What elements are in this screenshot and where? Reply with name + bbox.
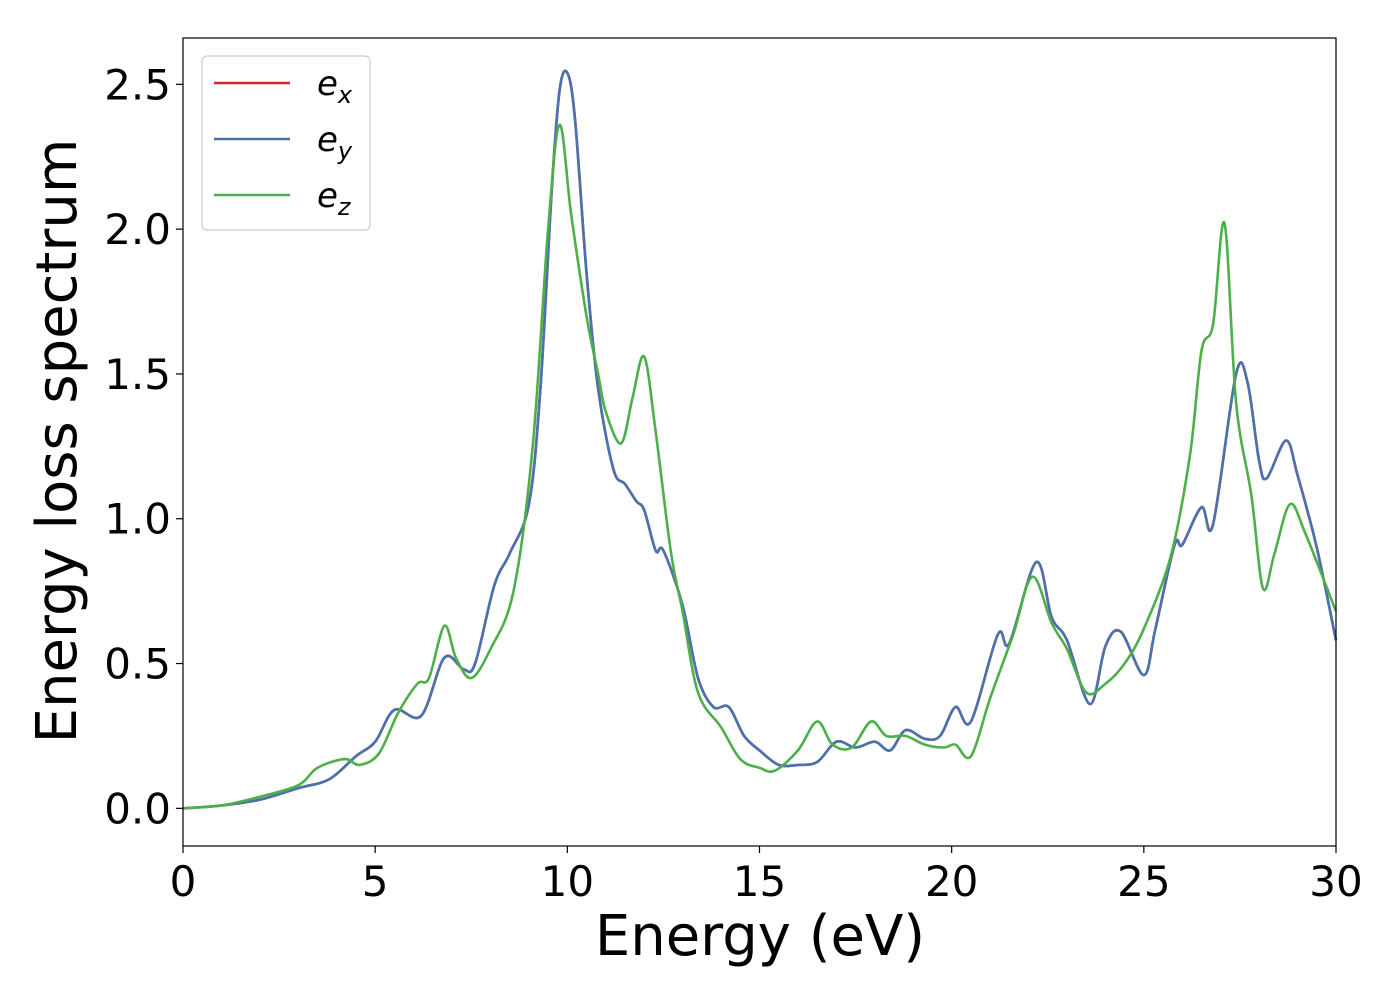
x-tick-label: 25 [1117,857,1170,906]
x-tick-label: 20 [925,857,978,906]
y-axis-ticks: 0.0 0.5 1.0 1.5 2.0 2.5 [104,60,183,833]
y-tick-label: 2.0 [104,205,171,254]
x-tick-label: 15 [733,857,786,906]
y-tick-label: 1.0 [104,495,171,544]
x-tick-label: 10 [541,857,594,906]
legend-label-e-z: ez [317,176,352,221]
x-tick-label: 30 [1309,857,1362,906]
legend-frame [201,55,371,231]
y-tick-label: 0.5 [104,640,171,689]
y-tick-label: 1.5 [104,350,171,399]
legend-label-e-x: ex [317,64,353,109]
y-tick-label: 0.0 [104,784,171,833]
series-layer [182,69,1338,810]
x-axis-ticks: 0 5 10 15 20 25 30 [170,846,1363,906]
series-line-e-z [182,123,1338,810]
y-tick-label: 2.5 [104,60,171,109]
x-tick-label: 0 [170,857,197,906]
x-axis-label: Energy (eV) [595,904,925,969]
legend-label-e-y: ey [317,120,353,165]
x-tick-label: 5 [362,857,389,906]
legend: ex ey ez [201,55,371,231]
y-axis-label: Energy loss spectrum [25,139,90,744]
